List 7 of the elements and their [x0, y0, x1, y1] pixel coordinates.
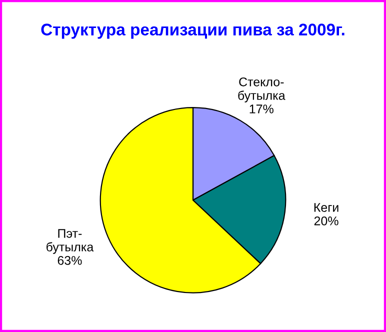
data-label: 17%: [250, 104, 274, 114]
slice-label: Кеги: [314, 203, 338, 212]
chart-title: Структура реализации пива за 2009г.: [41, 24, 344, 39]
slice-label: Пэт-бутылка: [46, 229, 94, 254]
slice-label: Стекло-бутылка: [238, 77, 286, 102]
data-label: 20%: [314, 216, 338, 226]
data-label: 63%: [58, 256, 82, 265]
